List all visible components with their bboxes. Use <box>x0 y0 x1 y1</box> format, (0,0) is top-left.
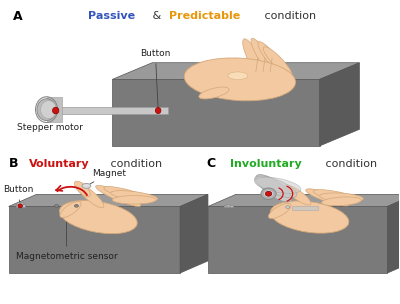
Ellipse shape <box>96 185 141 206</box>
Polygon shape <box>224 205 233 207</box>
Polygon shape <box>180 194 208 273</box>
Ellipse shape <box>313 190 360 202</box>
Text: Passive: Passive <box>88 11 136 21</box>
Ellipse shape <box>111 191 158 201</box>
Ellipse shape <box>60 200 137 234</box>
Ellipse shape <box>228 72 248 80</box>
Ellipse shape <box>265 191 272 196</box>
Ellipse shape <box>268 203 291 219</box>
Ellipse shape <box>263 47 292 77</box>
Polygon shape <box>387 194 400 273</box>
Ellipse shape <box>261 188 276 199</box>
Ellipse shape <box>306 189 349 206</box>
Polygon shape <box>9 206 180 273</box>
Ellipse shape <box>199 87 229 99</box>
Ellipse shape <box>52 107 59 114</box>
Ellipse shape <box>226 204 231 207</box>
Text: condition: condition <box>106 159 162 169</box>
Polygon shape <box>112 79 320 146</box>
Ellipse shape <box>263 190 274 198</box>
Ellipse shape <box>286 206 290 209</box>
Text: condition: condition <box>322 159 377 169</box>
Text: Magnetometric sensor: Magnetometric sensor <box>16 209 118 261</box>
Ellipse shape <box>40 101 56 119</box>
Ellipse shape <box>17 202 24 206</box>
Text: B: B <box>9 157 18 170</box>
Ellipse shape <box>184 58 296 101</box>
Text: C: C <box>206 157 215 170</box>
Ellipse shape <box>155 108 161 114</box>
Ellipse shape <box>320 193 363 202</box>
Polygon shape <box>9 194 208 206</box>
Text: Involuntary: Involuntary <box>230 159 302 169</box>
Ellipse shape <box>322 197 361 206</box>
Text: Button: Button <box>3 185 33 203</box>
Ellipse shape <box>258 42 286 76</box>
Polygon shape <box>292 206 318 210</box>
Polygon shape <box>40 107 168 114</box>
Ellipse shape <box>256 174 292 202</box>
Ellipse shape <box>254 177 301 193</box>
Text: &: & <box>149 11 165 21</box>
Ellipse shape <box>284 185 311 205</box>
Ellipse shape <box>74 205 78 207</box>
Ellipse shape <box>251 38 277 77</box>
Text: Voluntary: Voluntary <box>28 159 89 169</box>
Ellipse shape <box>104 187 153 202</box>
Ellipse shape <box>77 184 104 208</box>
Polygon shape <box>208 194 400 206</box>
Ellipse shape <box>18 204 22 208</box>
Ellipse shape <box>270 201 349 233</box>
Ellipse shape <box>112 195 156 204</box>
Polygon shape <box>320 63 360 146</box>
Ellipse shape <box>254 176 297 198</box>
Ellipse shape <box>60 202 81 218</box>
Text: Button: Button <box>140 49 170 107</box>
Polygon shape <box>112 63 360 79</box>
Text: Magnet: Magnet <box>90 169 126 184</box>
Text: A: A <box>13 10 22 23</box>
Ellipse shape <box>37 99 56 120</box>
Text: condition: condition <box>261 11 316 21</box>
Ellipse shape <box>243 39 265 79</box>
Polygon shape <box>46 97 62 122</box>
Text: Stepper motor: Stepper motor <box>17 117 82 132</box>
Ellipse shape <box>74 181 90 197</box>
Polygon shape <box>16 204 25 207</box>
Ellipse shape <box>54 205 58 207</box>
Polygon shape <box>208 206 387 273</box>
Text: Predictable: Predictable <box>169 11 240 21</box>
Ellipse shape <box>82 184 91 188</box>
